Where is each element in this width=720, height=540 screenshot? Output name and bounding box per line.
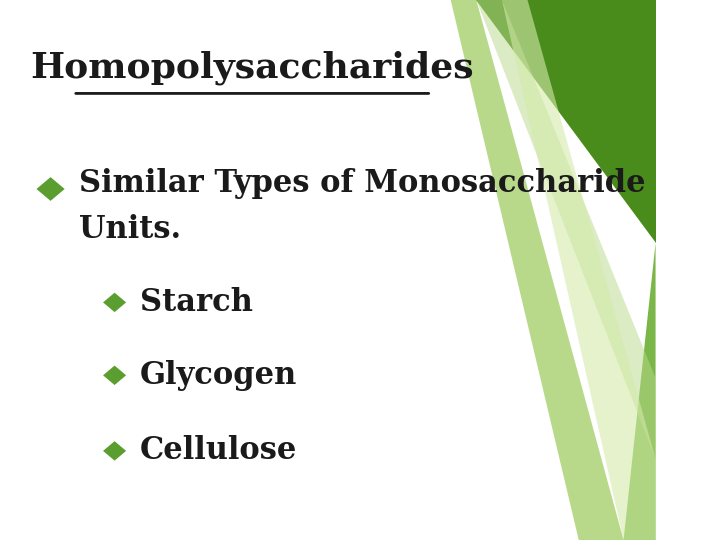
Polygon shape [502, 0, 656, 540]
Polygon shape [103, 441, 126, 461]
Text: Starch: Starch [140, 287, 253, 318]
Polygon shape [579, 243, 656, 540]
Text: Homopolysaccharides: Homopolysaccharides [30, 50, 474, 85]
Polygon shape [477, 0, 656, 459]
Polygon shape [37, 177, 65, 201]
Polygon shape [103, 366, 126, 385]
Text: Similar Types of Monosaccharide: Similar Types of Monosaccharide [79, 168, 646, 199]
Text: Units.: Units. [79, 214, 181, 245]
Polygon shape [451, 0, 624, 540]
Text: Cellulose: Cellulose [140, 435, 297, 467]
Polygon shape [477, 0, 656, 243]
Polygon shape [103, 293, 126, 312]
Text: Glycogen: Glycogen [140, 360, 297, 391]
